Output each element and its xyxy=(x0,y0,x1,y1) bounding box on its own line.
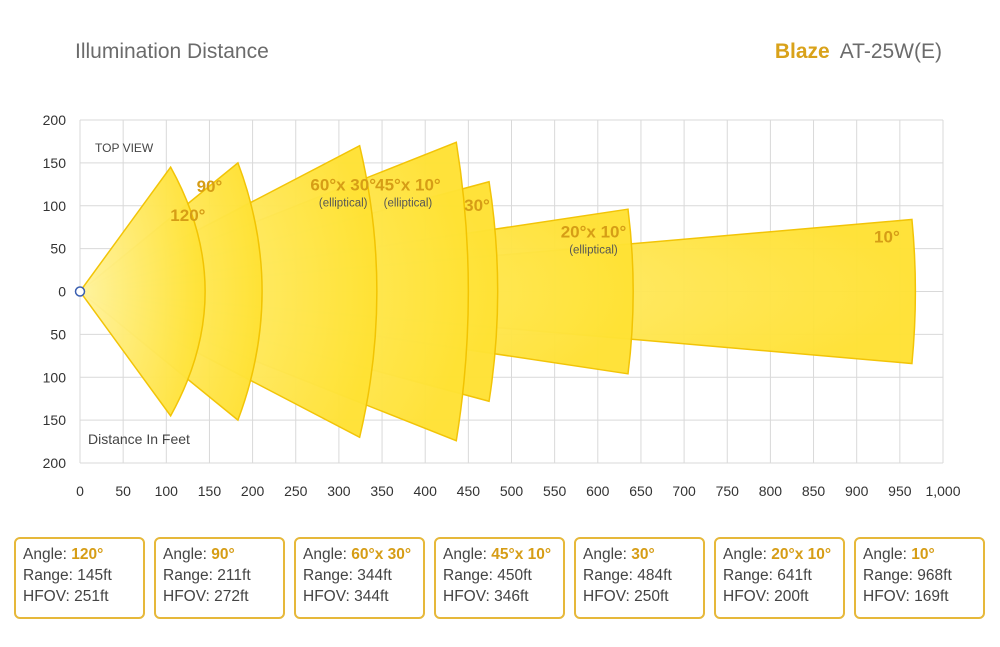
range-label: Range: xyxy=(23,567,73,584)
angle-value: 10° xyxy=(911,546,935,563)
beam-angle-label: 10° xyxy=(874,228,900,247)
x-tick-label: 200 xyxy=(241,483,265,499)
angle-label: Angle: xyxy=(443,546,487,563)
range-value: 484ft xyxy=(637,567,672,584)
x-tick-label: 800 xyxy=(759,483,783,499)
y-tick-label: 200 xyxy=(43,455,67,471)
beam-angle-label: 60°x 30° xyxy=(310,175,376,194)
angle-label: Angle: xyxy=(583,546,627,563)
hfov-label: HFOV: xyxy=(583,588,630,605)
x-tick-label: 900 xyxy=(845,483,869,499)
spec-card-120: Angle: 120° Range: 145ft HFOV: 251ft xyxy=(14,537,145,619)
beam-angle-label: 30° xyxy=(464,196,490,215)
range-label: Range: xyxy=(163,567,213,584)
y-tick-label: 150 xyxy=(43,155,67,171)
hfov-label: HFOV: xyxy=(163,588,210,605)
illumination-chart: 0 50 100 150 200 250 300 350 400 450 500 550 600 650 7… xyxy=(43,112,961,499)
hfov-value: 251ft xyxy=(74,588,109,605)
y-tick-label: 100 xyxy=(43,369,67,385)
x-tick-label: 100 xyxy=(155,483,179,499)
spec-card-20x10: Angle: 20°x 10° Range: 641ft HFOV: 200ft xyxy=(714,537,845,619)
hfov-value: 272ft xyxy=(214,588,249,605)
spec-card-30: Angle: 30° Range: 484ft HFOV: 250ft xyxy=(574,537,705,619)
chart-title: Illumination Distance xyxy=(75,40,269,63)
angle-value: 120° xyxy=(71,546,104,563)
range-label: Range: xyxy=(863,567,913,584)
beam-note-label: (elliptical) xyxy=(384,197,433,209)
x-tick-label: 550 xyxy=(543,483,567,499)
beam-1 xyxy=(79,165,206,418)
angle-value: 45°x 10° xyxy=(491,546,552,563)
beams xyxy=(77,141,917,442)
angle-value: 60°x 30° xyxy=(351,546,412,563)
product-brand: Blaze AT-25W(E) xyxy=(775,40,942,64)
beam-note-label: (elliptical) xyxy=(569,244,618,256)
x-tick-label: 250 xyxy=(284,483,308,499)
axis-label: Distance In Feet xyxy=(88,431,190,447)
x-tick-label: 450 xyxy=(457,483,481,499)
hfov-label: HFOV: xyxy=(863,588,910,605)
range-value: 145ft xyxy=(77,567,112,584)
x-tick-label: 500 xyxy=(500,483,524,499)
hfov-value: 250ft xyxy=(634,588,669,605)
x-tick-label: 650 xyxy=(629,483,653,499)
y-tick-label: 100 xyxy=(43,198,67,214)
range-value: 344ft xyxy=(357,567,392,584)
hfov-label: HFOV: xyxy=(303,588,350,605)
range-value: 450ft xyxy=(497,567,532,584)
x-tick-label: 1,000 xyxy=(925,483,960,499)
hfov-label: HFOV: xyxy=(23,588,70,605)
angle-label: Angle: xyxy=(23,546,67,563)
hfov-value: 344ft xyxy=(354,588,389,605)
beam-angle-label: 90° xyxy=(197,177,223,196)
spec-card-60x30: Angle: 60°x 30° Range: 344ft HFOV: 344ft xyxy=(294,537,425,619)
hfov-label: HFOV: xyxy=(723,588,770,605)
beam-angle-label: 45°x 10° xyxy=(375,175,441,194)
hfov-value: 169ft xyxy=(914,588,949,605)
angle-value: 90° xyxy=(211,546,235,563)
spec-card-10: Angle: 10° Range: 968ft HFOV: 169ft xyxy=(854,537,985,619)
hfov-value: 346ft xyxy=(494,588,529,605)
range-label: Range: xyxy=(583,567,633,584)
range-value: 968ft xyxy=(917,567,952,584)
angle-label: Angle: xyxy=(723,546,767,563)
model-number: AT-25W(E) xyxy=(839,40,942,63)
x-tick-label: 300 xyxy=(327,483,351,499)
beam-note-label: (elliptical) xyxy=(319,197,368,209)
y-tick-label: 200 xyxy=(43,112,67,128)
beam-angle-label: 120° xyxy=(170,206,205,225)
x-tick-label: 950 xyxy=(888,483,912,499)
x-tick-label: 750 xyxy=(716,483,740,499)
angle-label: Angle: xyxy=(863,546,907,563)
spec-card-45x10: Angle: 45°x 10° Range: 450ft HFOV: 346ft xyxy=(434,537,565,619)
range-value: 641ft xyxy=(777,567,812,584)
beam-angle-label: 20°x 10° xyxy=(561,222,627,241)
angle-value: 30° xyxy=(631,546,655,563)
range-label: Range: xyxy=(443,567,493,584)
x-tick-label: 50 xyxy=(115,483,131,499)
x-tick-label: 700 xyxy=(672,483,696,499)
angle-label: Angle: xyxy=(163,546,207,563)
x-tick-label: 600 xyxy=(586,483,610,499)
y-tick-label: 50 xyxy=(50,241,66,257)
view-label: TOP VIEW xyxy=(95,141,154,155)
brand-name: Blaze xyxy=(774,40,830,63)
x-tick-label: 0 xyxy=(76,483,84,499)
hfov-value: 200ft xyxy=(774,588,809,605)
x-tick-label: 400 xyxy=(414,483,438,499)
origin-marker xyxy=(74,286,86,297)
range-label: Range: xyxy=(303,567,353,584)
angle-value: 20°x 10° xyxy=(771,546,832,563)
range-value: 211ft xyxy=(217,567,251,584)
range-label: Range: xyxy=(723,567,773,584)
x-tick-label: 350 xyxy=(370,483,394,499)
x-tick-label: 850 xyxy=(802,483,826,499)
x-tick-label: 150 xyxy=(198,483,222,499)
angle-label: Angle: xyxy=(303,546,347,563)
hfov-label: HFOV: xyxy=(443,588,490,605)
y-tick-label: 50 xyxy=(50,326,66,342)
y-tick-label: 150 xyxy=(43,412,67,428)
y-tick-label: 0 xyxy=(58,284,66,300)
spec-card-90: Angle: 90° Range: 211ft HFOV: 272ft xyxy=(154,537,285,619)
